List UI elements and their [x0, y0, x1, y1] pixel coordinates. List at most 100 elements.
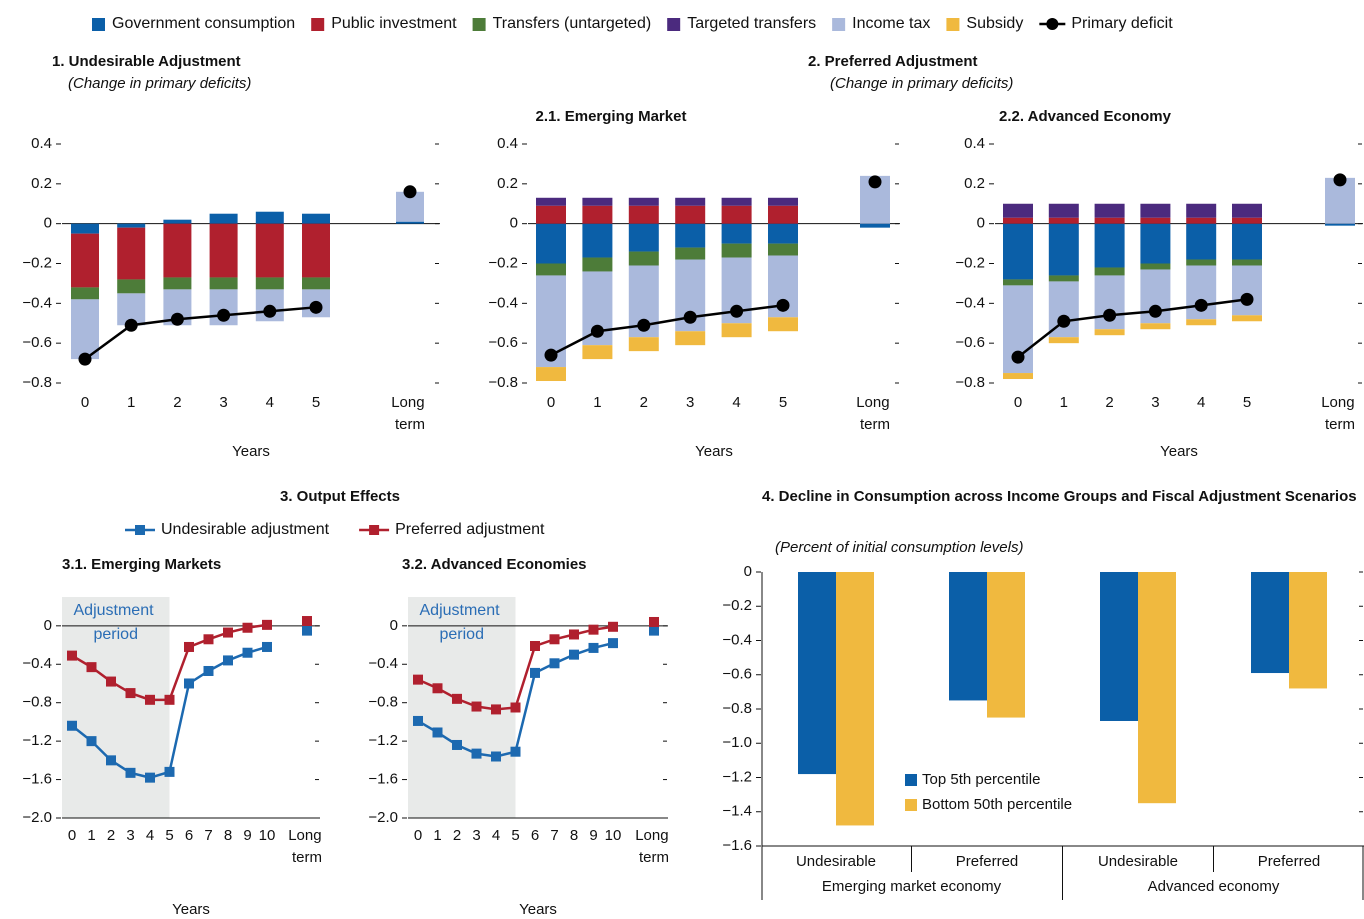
bar-segment: [768, 223, 798, 244]
bar-segment: [163, 219, 192, 224]
bar: [798, 572, 836, 775]
bar-segment: [1186, 259, 1217, 266]
point: [510, 702, 521, 713]
point: [590, 324, 604, 338]
bar-segment: [1325, 223, 1355, 226]
bar-segment: [675, 331, 706, 346]
y-tick-label: 0.2: [31, 175, 52, 192]
bar-segment: [860, 223, 890, 228]
point: [432, 727, 443, 738]
y-tick-label: −0.4: [22, 294, 52, 311]
point: [649, 625, 659, 636]
legend-marker: [1046, 18, 1059, 30]
bar-segment: [209, 223, 238, 278]
y-tick-label: −0.6: [722, 666, 752, 683]
legend-label: Primary deficit: [1071, 15, 1173, 32]
x-tick-label: Preferred: [1258, 853, 1321, 870]
point: [776, 298, 790, 312]
x-tick-label: 1: [593, 394, 601, 411]
bar: [836, 572, 874, 826]
point: [67, 720, 77, 731]
bar-segment: [1048, 337, 1079, 344]
x-tick-label: Long term: [1321, 394, 1359, 433]
bar-segment: [209, 277, 238, 290]
x-tick-label: 3: [219, 394, 227, 411]
legend-swatch: [946, 18, 960, 31]
bar: [987, 572, 1025, 718]
y-tick-label: 0.2: [964, 175, 985, 192]
panel-title: 4. Decline in Consumption across Income …: [762, 488, 1357, 505]
panel-title: 2.2. Advanced Economy: [999, 108, 1172, 125]
x-tick-label: 1: [1060, 394, 1068, 411]
bar-segment: [1140, 263, 1171, 270]
point: [530, 641, 540, 652]
legend-label: Public investment: [331, 15, 457, 32]
point: [1240, 292, 1254, 306]
bar-segment: [302, 223, 330, 278]
y-tick-label: −0.2: [722, 597, 752, 614]
point: [491, 704, 501, 715]
line: [550, 304, 784, 357]
bar: [1138, 572, 1176, 804]
x-tick-label: Long term: [635, 827, 673, 866]
panel-title: 1. Undesirable Adjustment: [52, 53, 241, 70]
x-tick-label: Undesirable: [1098, 853, 1178, 870]
point: [302, 616, 312, 627]
point: [471, 748, 482, 759]
point: [868, 175, 882, 189]
bar-segment: [768, 197, 798, 206]
y-tick-label: −0.4: [22, 655, 52, 672]
x-tick-label: 2: [1105, 394, 1113, 411]
x-tick-label: 0: [68, 827, 76, 844]
point: [1057, 314, 1071, 328]
point: [471, 701, 482, 712]
bar-segment: [71, 223, 99, 234]
y-tick-label: 0: [44, 617, 52, 634]
y-tick-label: −0.2: [22, 254, 52, 271]
bar-segment: [582, 345, 613, 360]
point: [730, 304, 744, 318]
bar-segment: [628, 223, 659, 252]
point: [608, 621, 618, 632]
bar-segment: [768, 243, 798, 256]
bar-segment: [675, 197, 706, 206]
point: [184, 641, 194, 652]
y-tick-label: −0.4: [955, 294, 985, 311]
point: [145, 772, 155, 783]
point: [262, 619, 272, 630]
bar-segment: [71, 299, 99, 360]
x-tick-label: 5: [165, 827, 173, 844]
y-tick-label: 0: [744, 563, 752, 580]
bar: [1100, 572, 1138, 721]
bar-segment: [628, 197, 659, 206]
bar-segment: [628, 205, 659, 224]
legend-marker: [135, 525, 145, 535]
point: [544, 348, 558, 362]
bar-segment: [1048, 223, 1079, 276]
bar-segment: [721, 323, 752, 338]
bar-segment: [721, 223, 752, 244]
bar-segment: [675, 205, 706, 224]
y-tick-label: −0.6: [955, 334, 985, 351]
bar-segment: [675, 223, 706, 248]
bar-segment: [1094, 203, 1125, 218]
bar-segment: [582, 205, 613, 224]
bar-segment: [1048, 203, 1079, 218]
point: [452, 739, 462, 750]
bar-segment: [1094, 217, 1125, 224]
panel-subtitle: (Percent of initial consumption levels): [775, 539, 1023, 556]
bar-segment: [536, 205, 566, 224]
y-tick-label: −0.4: [488, 294, 518, 311]
point: [1333, 173, 1347, 187]
point: [452, 693, 462, 704]
x-tick-label: Long term: [288, 827, 326, 866]
point: [491, 751, 501, 762]
legend-swatch: [905, 774, 917, 786]
y-tick-label: −1.4: [722, 803, 752, 820]
x-tick-label: 0: [81, 394, 89, 411]
bar-segment: [1232, 265, 1262, 316]
x-tick-label: 5: [312, 394, 320, 411]
y-tick-label: −0.6: [488, 334, 518, 351]
bar-segment: [117, 227, 146, 280]
x-axis-label: Years: [172, 901, 210, 918]
